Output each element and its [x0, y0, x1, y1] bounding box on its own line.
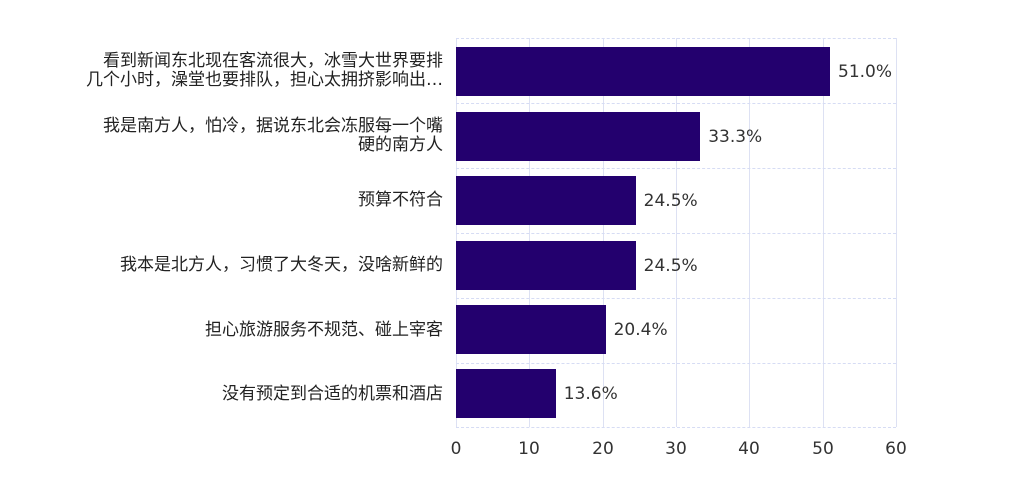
bar-0 [456, 47, 830, 96]
gridline-x-30 [676, 38, 677, 427]
gridline-x-10 [529, 38, 530, 427]
category-label-4: 担心旅游服务不规范、碰上宰客 [205, 320, 443, 340]
gridline-y [456, 363, 896, 364]
category-label-line: 看到新闻东北现在客流很大，冰雪大世界要排 [103, 51, 443, 71]
x-tick-label: 30 [665, 439, 687, 459]
bar-5 [456, 369, 556, 418]
category-label-line: 硬的南方人 [358, 135, 443, 155]
value-label-1: 33.3% [708, 127, 763, 147]
gridline-y [456, 233, 896, 234]
gridline-x-0 [456, 38, 457, 427]
gridline-y [456, 168, 896, 169]
gridline-y [456, 298, 896, 299]
gridline-y [456, 38, 896, 39]
category-label-1: 我是南方人，怕冷，据说东北会冻服每一个嘴 硬的南方人 [3, 117, 443, 155]
category-label-0: 看到新闻东北现在客流很大，冰雪大世界要排 几个小时，澡堂也要排队，担心太拥挤影响… [3, 52, 443, 90]
bar-1 [456, 112, 701, 161]
value-label-0: 51.0% [838, 62, 893, 82]
category-label-5: 没有预定到合适的机票和酒店 [222, 384, 443, 404]
value-label-4: 20.4% [613, 320, 668, 340]
category-label-line: 我是南方人，怕冷，据说东北会冻服每一个嘴 [103, 116, 443, 136]
x-tick-label: 20 [592, 439, 614, 459]
bar-4 [456, 305, 606, 354]
gridline-y [456, 427, 896, 428]
gridline-x-20 [603, 38, 604, 427]
gridline-x-40 [749, 38, 750, 427]
value-label-3: 24.5% [643, 256, 698, 276]
bar-2 [456, 176, 636, 225]
x-tick-label: 40 [738, 439, 760, 459]
category-label-2: 预算不符合 [358, 190, 443, 210]
gridline-x-50 [823, 38, 824, 427]
category-label-3: 我本是北方人，习惯了大冬天，没啥新鲜的 [120, 255, 443, 275]
x-tick-label: 50 [812, 439, 834, 459]
x-tick-label: 10 [518, 439, 540, 459]
value-label-2: 24.5% [643, 191, 698, 211]
bar-3 [456, 241, 636, 290]
x-tick-label: 60 [885, 439, 907, 459]
x-tick-label: 0 [450, 439, 462, 459]
value-label-5: 13.6% [563, 384, 618, 404]
gridline-y [456, 103, 896, 104]
gridline-x-60 [896, 38, 897, 427]
category-label-line: 几个小时，澡堂也要排队，担心太拥挤影响出… [86, 70, 443, 90]
